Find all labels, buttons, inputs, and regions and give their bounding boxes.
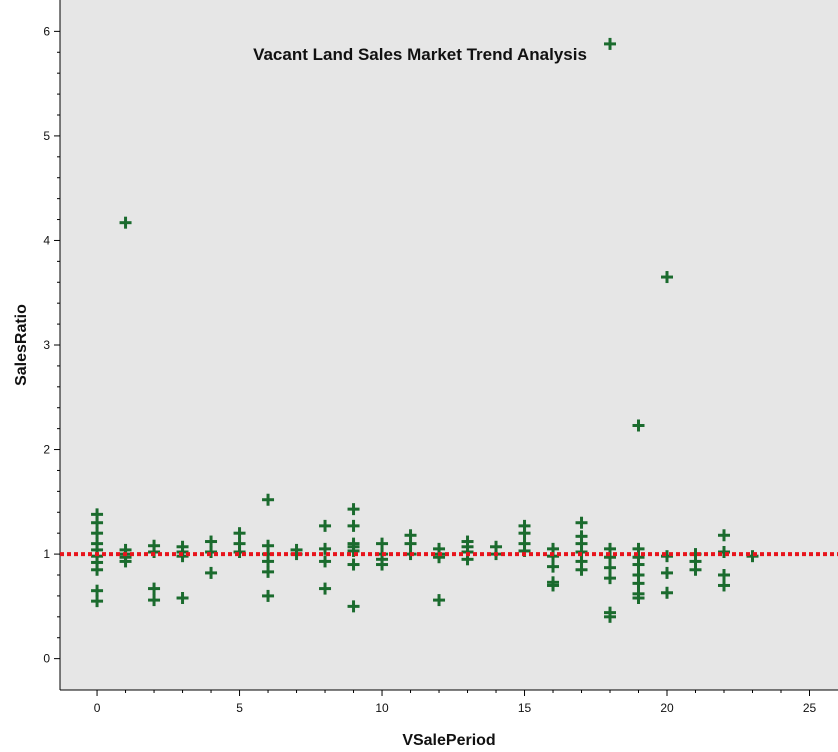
data-point bbox=[91, 595, 104, 608]
x-axis: 0 5 10 15 20 25 bbox=[60, 689, 838, 715]
data-point bbox=[661, 550, 674, 563]
data-point bbox=[575, 516, 588, 529]
data-point bbox=[176, 592, 189, 604]
y-tick-label: 3 bbox=[43, 338, 50, 352]
data-point bbox=[119, 216, 132, 229]
data-point bbox=[632, 592, 645, 604]
data-point bbox=[119, 555, 132, 568]
data-point bbox=[376, 558, 389, 571]
data-point bbox=[746, 550, 759, 563]
data-point bbox=[604, 610, 617, 623]
data-point bbox=[376, 537, 389, 550]
y-axis-label: SalesRatio bbox=[13, 304, 30, 386]
data-point bbox=[718, 579, 731, 592]
x-tick-label: 15 bbox=[518, 701, 532, 715]
data-point bbox=[319, 519, 332, 532]
data-point bbox=[547, 560, 560, 573]
data-point bbox=[404, 537, 417, 550]
x-tick-label: 0 bbox=[94, 701, 101, 715]
data-point bbox=[91, 516, 104, 529]
data-point bbox=[604, 551, 617, 564]
data-point bbox=[661, 586, 674, 599]
data-point bbox=[518, 527, 531, 540]
data-point bbox=[547, 579, 560, 592]
data-point bbox=[604, 37, 617, 50]
data-point bbox=[632, 577, 645, 590]
x-tick-label: 5 bbox=[236, 701, 243, 715]
data-point bbox=[148, 594, 161, 607]
data-point bbox=[632, 558, 645, 571]
data-point bbox=[91, 527, 104, 540]
data-point bbox=[604, 561, 617, 574]
data-point bbox=[632, 419, 645, 432]
data-point bbox=[233, 546, 246, 558]
chart-title: Vacant Land Sales Market Trend Analysis bbox=[253, 45, 587, 64]
y-axis: 0 1 2 3 4 5 6 bbox=[43, 0, 61, 690]
data-point bbox=[604, 572, 617, 585]
data-point bbox=[347, 503, 360, 516]
data-point bbox=[262, 555, 275, 568]
x-tick-label: 25 bbox=[803, 701, 817, 715]
data-point bbox=[347, 519, 360, 532]
data-point bbox=[205, 546, 218, 558]
data-point bbox=[148, 582, 161, 595]
data-point bbox=[718, 546, 731, 558]
y-tick-label: 0 bbox=[43, 652, 50, 666]
data-point bbox=[262, 493, 275, 506]
data-point bbox=[433, 594, 446, 607]
data-point bbox=[661, 566, 674, 579]
x-tick-label: 10 bbox=[375, 701, 389, 715]
y-tick-label: 5 bbox=[43, 129, 50, 143]
plot-background bbox=[60, 0, 838, 690]
data-point bbox=[347, 558, 360, 571]
data-point bbox=[91, 584, 104, 597]
x-axis-label: VSalePeriod bbox=[402, 732, 495, 749]
data-point bbox=[262, 589, 275, 602]
data-point bbox=[262, 565, 275, 578]
data-point bbox=[575, 563, 588, 576]
data-point bbox=[233, 527, 246, 540]
data-point bbox=[319, 542, 332, 555]
data-point bbox=[347, 544, 360, 557]
data-point bbox=[718, 529, 731, 542]
data-point bbox=[347, 600, 360, 613]
data-point bbox=[319, 582, 332, 595]
y-tick-label: 1 bbox=[43, 547, 50, 561]
data-point bbox=[319, 555, 332, 568]
y-tick-label: 2 bbox=[43, 443, 50, 457]
y-tick-label: 6 bbox=[43, 24, 50, 38]
data-point bbox=[718, 569, 731, 581]
data-point bbox=[205, 566, 218, 579]
x-tick-label: 20 bbox=[660, 701, 674, 715]
data-points bbox=[91, 37, 759, 623]
data-point bbox=[205, 535, 218, 548]
data-point bbox=[689, 563, 702, 576]
data-point bbox=[91, 563, 104, 576]
data-point bbox=[661, 271, 674, 284]
y-tick-label: 4 bbox=[43, 233, 50, 247]
